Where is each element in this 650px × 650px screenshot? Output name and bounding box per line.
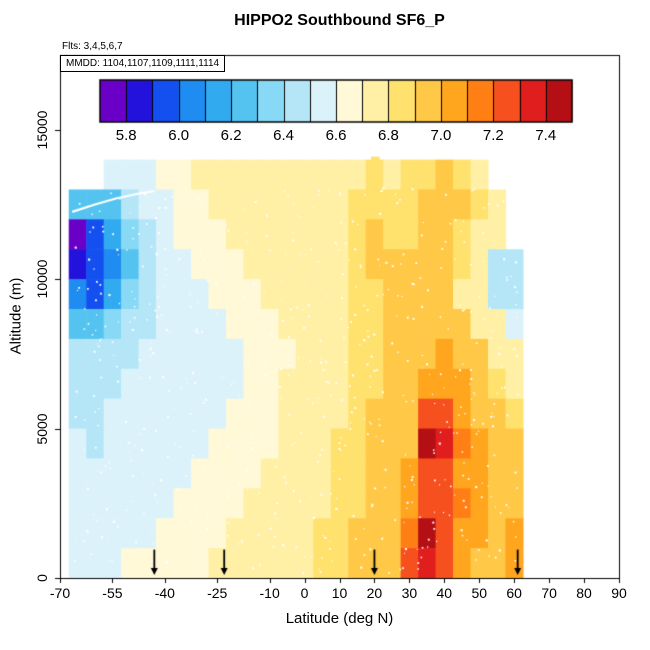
x-tick-label: 90: [611, 585, 627, 601]
x-tick-label: 20: [366, 585, 383, 601]
x-tick-label: 50: [471, 585, 488, 601]
x-tick-label: 70: [541, 585, 557, 601]
colorbar-tick-label: 6.0: [168, 127, 190, 144]
flights-annotation: Flts: 3,4,5,6,7: [62, 41, 123, 52]
colorbar-tick-label: 7.2: [482, 127, 504, 144]
x-tick-label: 40: [436, 585, 453, 601]
colorbar-tick-label: 7.0: [430, 127, 452, 144]
colorbar-tick-label: 6.2: [220, 127, 242, 144]
x-tick-label: 80: [576, 585, 592, 601]
chart-title: HIPPO2 Southbound SF6_P: [234, 12, 445, 29]
colorbar-tick-label: 6.8: [378, 127, 399, 144]
mmdd-annotation: MMDD: 1104,1107,1109,1111,1114: [60, 55, 226, 72]
colorbar-tick-label: 7.4: [535, 127, 557, 144]
x-axis-title: Latitude (deg N): [285, 610, 394, 627]
x-tick-label: -25: [207, 585, 228, 601]
x-tick-label: -40: [154, 585, 175, 601]
x-tick-label: 30: [401, 585, 418, 601]
x-tick-label: 0: [300, 585, 309, 601]
x-tick-label: 10: [331, 585, 348, 601]
y-tick-label: 5000: [34, 412, 50, 445]
colorbar-tick-label: 6.4: [273, 127, 294, 144]
y-tick-label: 15000: [34, 110, 50, 150]
x-tick-label: -55: [102, 585, 123, 601]
y-axis-title: Altitude (m): [7, 277, 25, 355]
x-tick-label: -70: [49, 585, 71, 601]
y-tick-label: 10000: [34, 259, 50, 299]
colorbar-tick-label: 5.8: [115, 127, 137, 144]
x-tick-label: 60: [506, 585, 522, 601]
x-tick-label: -10: [259, 585, 280, 601]
y-tick-label: 0: [34, 574, 50, 582]
colorbar-tick-label: 6.6: [325, 127, 347, 144]
